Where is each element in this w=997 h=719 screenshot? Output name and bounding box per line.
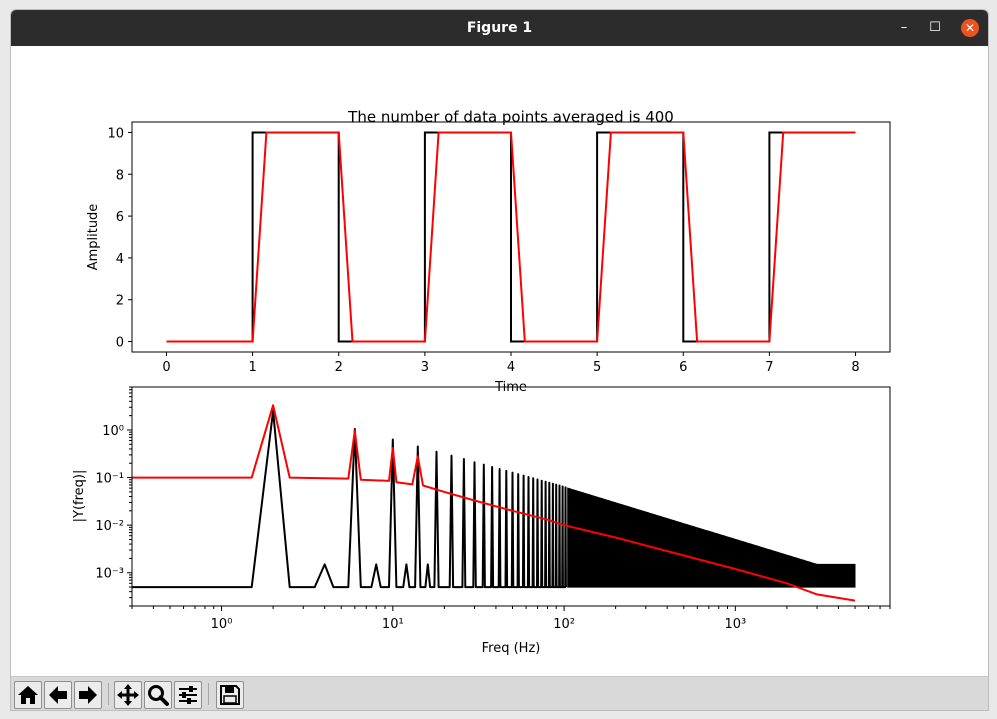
time-domain-axes: The number of data points averaged is 40… (86, 108, 891, 395)
freq-x-tick-label: 10² (553, 617, 575, 632)
zoom-button[interactable] (144, 681, 172, 709)
time-domain-lines (166, 131, 856, 343)
close-button[interactable]: ✕ (961, 19, 979, 37)
series-line-1 (166, 131, 856, 343)
pan-button[interactable] (114, 681, 142, 709)
x-tick-label: 0 (162, 360, 170, 375)
freq-y-tick-label: 10⁻² (95, 519, 124, 534)
y-tick-label: 8 (116, 168, 124, 183)
move-icon (117, 684, 139, 706)
series-line-0 (166, 131, 856, 343)
frequency-domain-axes: 10⁰ 10¹ 10² 10³ 10⁻³ 10⁻² 10⁻¹ 10⁰ Freq (Hz) |Y… (72, 386, 891, 656)
y-axis-label: Amplitude (86, 204, 101, 271)
home-button[interactable] (14, 681, 42, 709)
time-domain-ticks: 0 1 2 3 4 5 6 7 8 0 2 4 6 8 10 (107, 126, 859, 375)
x-tick-label: 3 (421, 360, 429, 375)
arrow-right-icon (79, 686, 97, 704)
freq-y-axis-label: |Y(freq)| (72, 470, 87, 523)
arrow-left-icon (49, 686, 67, 704)
y-tick-label: 4 (116, 252, 124, 267)
back-button[interactable] (44, 681, 72, 709)
freq-y-tick-label: 10⁻¹ (95, 472, 124, 487)
x-tick-label: 4 (507, 360, 515, 375)
figure-svg: The number of data points averaged is 40… (72, 108, 891, 656)
x-tick-label: 2 (335, 360, 343, 375)
toolbar-separator (208, 683, 209, 705)
y-tick-label: 10 (107, 126, 124, 141)
time-domain-frame (131, 121, 891, 353)
maximize-button[interactable]: ☐ (929, 20, 941, 35)
window-title: Figure 1 (466, 20, 533, 36)
navigation-toolbar (11, 676, 988, 710)
sliders-icon (179, 686, 197, 704)
frequency-domain-frame (131, 386, 891, 607)
frequency-plot-area (132, 404, 856, 602)
x-tick-label: 6 (679, 360, 687, 375)
frequency-domain-ticks: 10⁰ 10¹ 10² 10³ 10⁻³ 10⁻² 10⁻¹ 10⁰ (95, 386, 891, 632)
y-tick-label: 2 (116, 294, 124, 309)
forward-button[interactable] (74, 681, 102, 709)
freq-y-tick-label: 10⁻³ (95, 567, 124, 582)
title-bar[interactable]: Figure 1 – ☐ ✕ (11, 10, 988, 46)
figure-window: Figure 1 – ☐ ✕ The number of data points… (10, 9, 989, 711)
freq-x-tick-label: 10³ (724, 617, 746, 632)
configure-subplots-button[interactable] (174, 681, 202, 709)
toolbar-separator (108, 683, 109, 705)
freq-x-tick-label: 10¹ (382, 617, 404, 632)
y-tick-label: 6 (116, 210, 124, 225)
frequency-domain-lines (132, 404, 856, 602)
floppy-disk-icon (220, 685, 240, 705)
black-spectrum-line (132, 410, 567, 589)
freq-x-tick-label: 10⁰ (211, 617, 233, 632)
x-tick-label: 1 (248, 360, 256, 375)
x-tick-label: 8 (851, 360, 859, 375)
freq-x-axis-label: Freq (Hz) (482, 641, 541, 656)
chart-title: The number of data points averaged is 40… (347, 108, 674, 126)
red-spectrum-line (132, 404, 856, 602)
minimize-button[interactable]: – (900, 20, 908, 35)
home-icon (18, 686, 38, 704)
save-button[interactable] (216, 681, 244, 709)
x-tick-label: 5 (593, 360, 601, 375)
figure-canvas[interactable]: The number of data points averaged is 40… (11, 46, 988, 680)
y-tick-label: 0 (116, 336, 124, 351)
black-spectrum-band (567, 487, 856, 588)
freq-y-tick-label: 10⁰ (102, 424, 124, 439)
x-tick-label: 7 (765, 360, 773, 375)
magnifier-icon (148, 685, 169, 706)
